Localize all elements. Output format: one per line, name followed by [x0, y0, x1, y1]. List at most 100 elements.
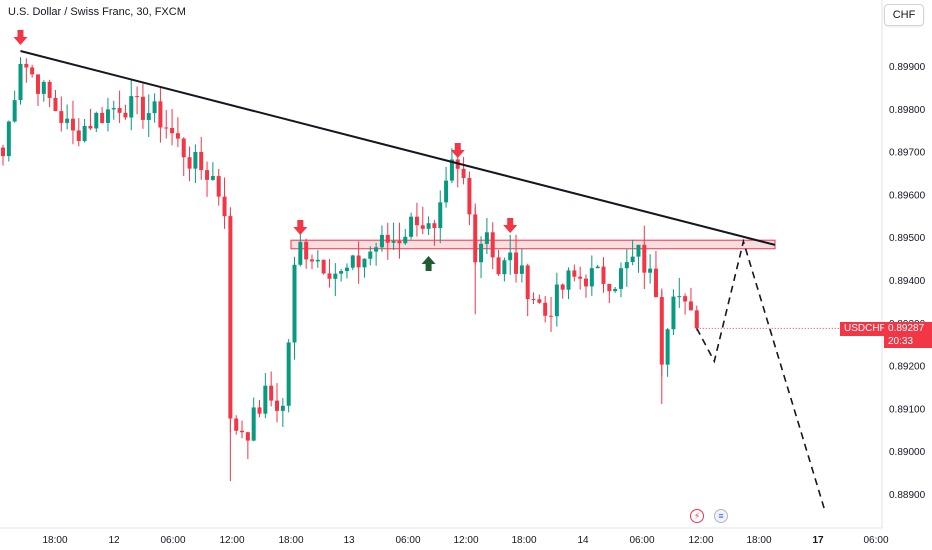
price-tick-label: 0.88900	[889, 490, 926, 501]
candle-body	[275, 400, 280, 411]
projection-path[interactable]	[696, 238, 826, 512]
candle-body	[269, 385, 274, 401]
time-axis[interactable]: 18:00 12 06:00 12:00 18:00 13 06:00 12:00 18:00 1…	[0, 527, 889, 546]
candle-body	[152, 101, 157, 114]
candle-body	[309, 259, 314, 262]
price-tick-label: 0.89700	[889, 148, 926, 159]
time-tick-label: 06:00	[863, 535, 888, 546]
candle-body	[41, 81, 46, 94]
candle-body	[461, 168, 466, 178]
candle-body	[280, 405, 285, 411]
candle-body	[35, 74, 40, 94]
candle-body	[607, 283, 612, 292]
time-tick-label: 14	[577, 535, 589, 546]
sell-arrow-icon	[503, 218, 518, 233]
candle-body	[170, 127, 175, 134]
candle-body	[216, 176, 221, 197]
time-tick-label: 12:00	[453, 535, 478, 546]
price-tick-label: 0.89400	[889, 276, 926, 287]
candle-body	[589, 268, 594, 287]
candle-body	[18, 64, 23, 101]
candle-body	[100, 112, 105, 123]
candle-body	[519, 265, 524, 274]
candle-body	[502, 260, 507, 275]
candle-body	[286, 342, 291, 406]
time-tick-label: 12	[108, 535, 120, 546]
candle-body	[117, 108, 122, 113]
price-axis[interactable]: 0.889000.890000.891000.892000.893000.894…	[881, 0, 926, 528]
currency-button[interactable]: CHF	[884, 4, 924, 26]
candle-body	[70, 118, 75, 131]
sell-arrow-icon	[13, 30, 28, 45]
candle-body	[514, 252, 519, 274]
candle-body	[648, 268, 653, 273]
bar-countdown: 20:33	[888, 336, 914, 347]
last-price-value: 0.89287	[888, 323, 925, 334]
candle-body	[30, 67, 35, 75]
candle-body	[543, 302, 548, 316]
sell-arrow-icon	[293, 220, 308, 235]
candle-body	[123, 112, 128, 118]
time-tick-label: 13	[343, 535, 355, 546]
time-tick-label: 18:00	[746, 535, 771, 546]
candle-body	[65, 118, 70, 123]
lightning-bolt-icon[interactable]: ⚡	[690, 509, 704, 523]
candle-body	[257, 407, 262, 414]
descending-trendline[interactable]	[20, 50, 776, 246]
candle-body	[479, 243, 484, 263]
candle-body	[426, 223, 431, 229]
candle-body	[333, 273, 338, 279]
price-tick-label: 0.89500	[889, 233, 926, 244]
candle-body	[624, 262, 629, 269]
candle-body	[181, 138, 186, 158]
candle-body	[484, 232, 489, 244]
candle-body	[292, 264, 297, 343]
candle-body	[677, 296, 682, 298]
candle-body	[53, 97, 58, 112]
candle-body	[193, 151, 198, 169]
candle-body	[129, 96, 134, 118]
signal-arrows	[13, 30, 518, 271]
candle-body	[222, 196, 227, 217]
candle-body	[59, 111, 64, 123]
candle-body	[508, 252, 513, 261]
candle-body	[630, 256, 635, 263]
candle-body	[12, 100, 17, 122]
price-tick-label: 0.89900	[889, 62, 926, 73]
candle-body	[362, 258, 367, 268]
us-flag-icon[interactable]: ≡	[714, 509, 728, 523]
time-tick-label: 18:00	[278, 535, 303, 546]
candle-body	[111, 108, 116, 110]
candle-body	[135, 96, 140, 98]
candle-body	[298, 241, 303, 265]
candle-body	[566, 270, 571, 290]
candle-body	[158, 101, 163, 128]
candle-body	[467, 177, 472, 215]
candle-body	[560, 284, 565, 290]
candle-body	[554, 284, 559, 317]
candle-body	[653, 268, 658, 298]
candle-body	[164, 127, 169, 129]
candle-body	[344, 267, 349, 272]
time-tick-label: 12:00	[219, 535, 244, 546]
candle-body	[321, 259, 326, 274]
candle-body	[350, 255, 355, 268]
candle-body	[642, 244, 647, 273]
time-tick-label: 06:00	[629, 535, 654, 546]
candle-body	[379, 234, 384, 248]
candle-body	[444, 180, 449, 203]
price-tick-label: 0.89200	[889, 362, 926, 373]
candle-body	[438, 202, 443, 228]
price-tick-label: 0.89000	[889, 447, 926, 458]
candle-body	[409, 216, 414, 237]
price-tick-label: 0.89800	[889, 105, 926, 116]
resistance-zone[interactable]	[290, 239, 776, 250]
candle-body	[613, 288, 618, 292]
time-tick-label: 06:00	[160, 535, 185, 546]
candle-body	[601, 266, 606, 284]
candle-body	[683, 296, 688, 302]
candle-body	[496, 257, 501, 275]
candle-body	[240, 430, 245, 433]
candle-body	[88, 125, 93, 129]
